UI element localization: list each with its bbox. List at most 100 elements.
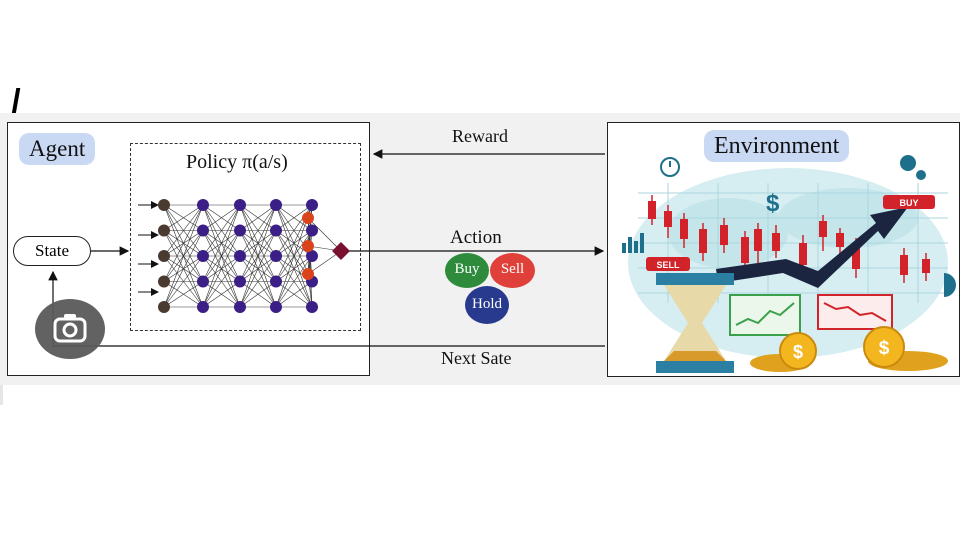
gear-icon	[900, 155, 916, 171]
hidden-neuron	[197, 250, 209, 262]
network-edge	[202, 281, 241, 308]
candle	[720, 225, 728, 245]
clock-icon	[660, 157, 680, 177]
candle	[699, 229, 707, 253]
network-edge	[239, 204, 277, 308]
bar-chart-icon	[622, 233, 644, 253]
network-edge	[275, 281, 313, 308]
hidden-neuron	[197, 301, 209, 313]
hidden-neuron	[234, 224, 246, 237]
buy-tag-text: BUY	[899, 198, 918, 208]
sell-tag-text: SELL	[656, 260, 680, 270]
hidden-neuron	[270, 250, 282, 262]
output-neuron	[302, 268, 314, 280]
trend-arrow	[716, 207, 908, 288]
dollar-icon: $	[766, 190, 780, 217]
candle	[799, 243, 807, 265]
network-edge	[202, 230, 241, 308]
input-neuron	[158, 224, 170, 237]
input-arrows	[138, 201, 159, 296]
gear-icon	[916, 170, 926, 180]
candle	[852, 245, 860, 269]
environment-panel: BUY SELL $ $	[607, 122, 960, 377]
network-edge	[275, 255, 313, 308]
candle	[754, 229, 762, 251]
output-neuron	[302, 212, 314, 224]
hidden-neuron	[270, 275, 282, 288]
trading-illustration: BUY SELL $ $	[622, 155, 956, 373]
network-edge	[163, 204, 204, 308]
hourglass-base	[656, 361, 734, 373]
candle	[900, 255, 908, 275]
network-edge	[275, 204, 313, 231]
camera-glyph	[53, 314, 87, 343]
hidden-neuron	[234, 199, 246, 211]
red-chart-board	[817, 294, 893, 330]
sell-tag	[646, 257, 690, 271]
svg-text:$: $	[793, 342, 803, 362]
policy-network-box	[130, 143, 361, 331]
state-node: State	[13, 236, 91, 266]
candle	[648, 201, 656, 219]
decision-node	[332, 242, 350, 260]
reward-label: Reward	[452, 126, 508, 146]
network-edge	[202, 204, 241, 231]
policy-title: Policy π(a/s)	[186, 151, 288, 173]
network-edge	[239, 204, 277, 282]
network-edge	[163, 255, 204, 308]
hidden-neuron	[197, 224, 209, 237]
network-edge	[202, 204, 241, 257]
hidden-neuron	[270, 224, 282, 237]
input-neuron	[158, 250, 170, 262]
next-state-label: Next Sate	[441, 348, 512, 368]
network-edge	[163, 281, 204, 308]
network-edge	[163, 204, 204, 231]
input-neuron	[158, 199, 170, 211]
hidden-neuron	[197, 275, 209, 288]
buy-action-bubble: Buy	[445, 253, 489, 288]
network-edge	[163, 204, 204, 282]
candle	[772, 233, 780, 251]
lens-camera-icon[interactable]	[35, 299, 105, 359]
hidden-neuron	[270, 199, 282, 211]
network-edge	[163, 230, 204, 308]
network-edge	[307, 250, 342, 275]
candle	[741, 237, 749, 263]
coin-stack-left: $	[750, 332, 817, 372]
hidden-neuron	[234, 250, 246, 262]
green-chart-board	[729, 294, 801, 336]
candle	[819, 221, 827, 237]
svg-text:$: $	[879, 338, 890, 359]
hidden-neuron	[306, 199, 318, 211]
network-edge	[239, 204, 277, 231]
input-neuron	[158, 301, 170, 313]
hidden-neuron	[306, 250, 318, 262]
hidden-neuron	[234, 275, 246, 288]
network-edge	[202, 204, 241, 308]
network-edge	[239, 204, 277, 257]
candle	[836, 233, 844, 247]
sell-action-bubble: Sell	[490, 253, 535, 288]
hidden-neuron	[197, 199, 209, 211]
candle	[922, 259, 930, 273]
coin-stack-right: $	[863, 326, 948, 371]
next-state-arrow	[48, 270, 605, 347]
hold-action-bubble: Hold	[465, 286, 509, 324]
network-edge	[202, 204, 241, 282]
action-label: Action	[450, 227, 502, 248]
output-neuron	[302, 240, 314, 252]
network-edge	[239, 230, 277, 308]
hourglass-glass	[664, 285, 726, 361]
network-edge	[239, 255, 277, 308]
figure-edge	[0, 385, 3, 405]
pie-icon	[944, 273, 956, 297]
agent-title: Agent	[19, 133, 96, 165]
candle	[680, 219, 688, 239]
hidden-neuron	[306, 301, 318, 313]
hourglass-top	[656, 273, 734, 285]
candle	[664, 211, 672, 227]
hidden-neuron	[270, 301, 282, 313]
hourglass-sand	[664, 351, 726, 361]
input-neuron	[158, 275, 170, 288]
